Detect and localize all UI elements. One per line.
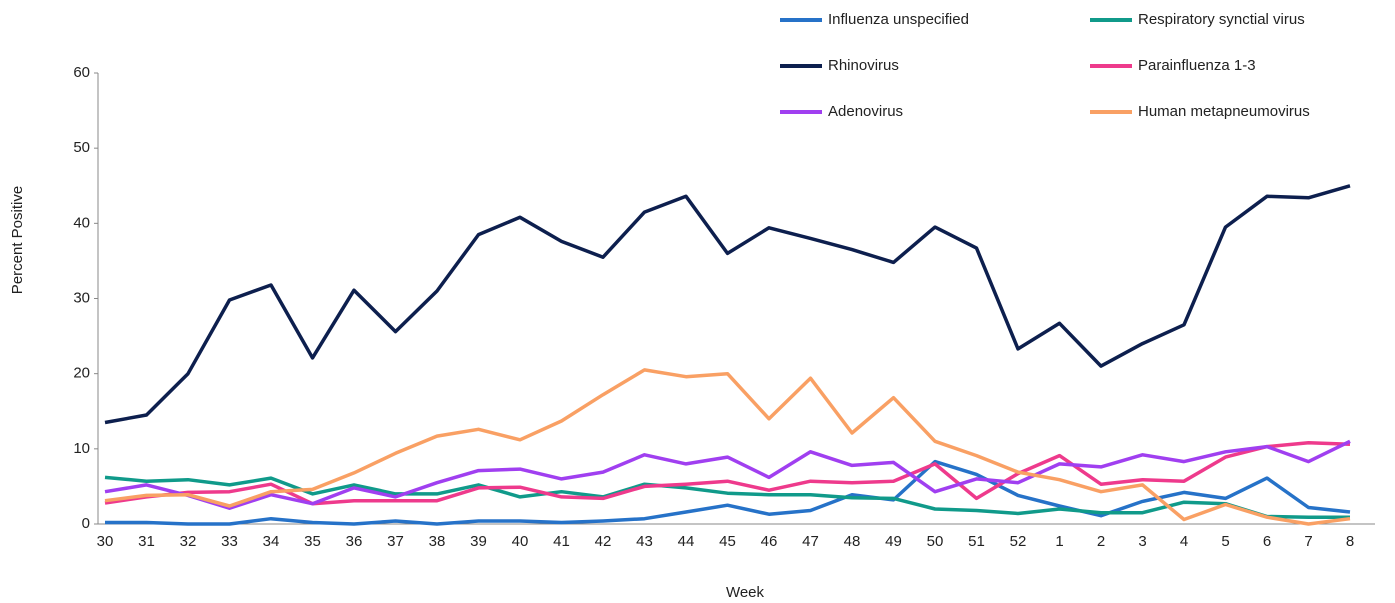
x-tick-label: 50 [927,533,944,550]
y-tick-label: 30 [73,289,90,306]
legend-label: Rhinovirus [828,57,899,74]
series-line [104,368,1351,526]
x-axis-title: Week [726,584,765,601]
x-tick-label: 44 [678,533,695,550]
series-line [105,459,1351,526]
x-tick-label: 1 [1055,533,1063,550]
x-tick-label: 2 [1097,533,1105,550]
y-tick-label: 0 [82,515,90,532]
series-line [104,475,1350,519]
x-tick-label: 4 [1180,533,1188,550]
x-tick-label: 41 [553,533,570,550]
y-tick-label: 60 [73,64,90,81]
x-tick-label: 6 [1263,533,1271,550]
legend-label: Parainfluenza 1-3 [1138,57,1256,74]
x-tick-label: 7 [1304,533,1312,550]
x-tick-label: 31 [138,533,155,550]
series-line [104,184,1351,425]
x-tick-label: 46 [761,533,778,550]
x-tick-label: 42 [595,533,612,550]
legend-label: Human metapneumovirus [1138,103,1310,120]
y-tick-label: 10 [73,440,90,457]
x-tick-label: 48 [844,533,861,550]
x-tick-label: 37 [387,533,404,550]
legend-label: Influenza unspecified [828,11,969,28]
x-tick-label: 49 [885,533,902,550]
legend-label: Respiratory synctial virus [1138,11,1305,28]
x-tick-label: 36 [346,533,363,550]
x-tick-label: 39 [470,533,487,550]
y-tick-label: 40 [73,214,90,231]
x-tick-label: 33 [221,533,238,550]
legend-label: Adenovirus [828,103,903,120]
x-tick-label: 3 [1138,533,1146,550]
y-axis-title: Percent Positive [9,186,26,294]
x-tick-label: 52 [1010,533,1027,550]
x-tick-label: 47 [802,533,819,550]
x-tick-label: 34 [263,533,280,550]
y-tick-label: 50 [73,139,90,156]
x-tick-label: 43 [636,533,653,550]
x-tick-label: 30 [97,533,114,550]
x-tick-label: 8 [1346,533,1354,550]
x-tick-label: 45 [719,533,736,550]
x-tick-label: 32 [180,533,197,550]
x-tick-label: 40 [512,533,529,550]
y-tick-label: 20 [73,365,90,382]
x-tick-label: 51 [968,533,985,550]
x-tick-label: 35 [304,533,321,550]
series-line [104,439,1351,510]
x-tick-label: 5 [1221,533,1229,550]
x-tick-label: 38 [429,533,446,550]
